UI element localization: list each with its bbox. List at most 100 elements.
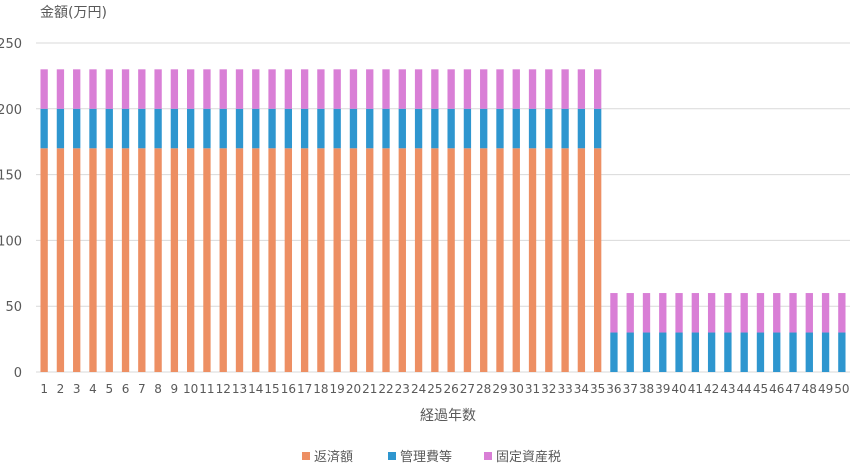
bar-segment [186,148,195,372]
bar-segment [740,332,748,372]
bar-segment [349,148,358,372]
x-tick-label: 7 [138,382,146,396]
x-tick-label: 46 [769,382,784,396]
bar-segment [821,293,830,333]
x-tick-label: 6 [122,382,130,396]
bar-segment [40,108,48,149]
y-tick-label: 150 [0,169,22,184]
x-tick-label: 10 [183,382,198,396]
bar-segment [333,69,341,109]
bar-segment [170,69,179,109]
bar-segment [121,148,130,372]
bar-segment [366,108,374,149]
bar-segment [447,69,455,109]
bar-segment [349,69,358,109]
y-tick-label: 250 [0,37,22,52]
x-tick-label: 39 [655,382,670,396]
bar-segment [252,108,260,149]
bar-segment [56,69,65,109]
x-tick-label: 16 [281,382,296,396]
bar-segment [512,69,520,109]
bar-segment [610,332,618,372]
bar-segment [382,148,390,372]
x-tick-label: 9 [171,382,179,396]
legend-item: 返済額 [302,449,353,465]
bar-segment [821,332,830,372]
x-tick-label: 37 [623,382,638,396]
bar-segment [593,108,602,149]
x-tick-label: 30 [509,382,524,396]
x-tick-label: 35 [590,382,605,396]
bar-segment [219,108,227,149]
bar-segment [73,108,81,149]
bar-segment [431,148,439,372]
bar-segment [398,69,406,109]
x-tick-label: 14 [248,382,263,396]
x-tick-label: 17 [297,382,312,396]
x-tick-label: 12 [216,382,231,396]
bar-segment [300,69,309,109]
bar-segment [186,69,195,109]
legend-swatch [302,452,310,460]
bar-segment [675,332,683,372]
x-tick-label: 18 [313,382,328,396]
x-tick-label: 2 [57,382,65,396]
bar-segment [121,108,130,149]
x-tick-label: 29 [492,382,507,396]
bar-segment [756,332,765,372]
bar-segment [300,108,309,149]
x-tick-label: 19 [330,382,345,396]
bar-segment [121,69,130,109]
bar-segment [170,108,179,149]
bar-segment [724,293,732,333]
bar-segment [268,148,276,372]
bar-segment [333,148,341,372]
bar-segment [528,108,537,149]
bar-segment [789,293,797,333]
x-tick-label: 26 [443,382,458,396]
x-tick-label: 41 [688,382,703,396]
bar-segment [138,108,146,149]
y-tick-label: 50 [5,300,22,315]
bar-segment [561,108,569,149]
bar-segment [545,108,553,149]
x-tick-label: 42 [704,382,719,396]
bar-segment [252,69,260,109]
bar-segment [105,148,113,372]
bar-segment [203,69,211,109]
bar-segment [317,69,325,109]
bar-segment [349,108,358,149]
bar-segment [252,148,260,372]
bar-segment [138,69,146,109]
bar-segment [480,148,488,372]
x-tick-label: 36 [606,382,621,396]
bar-segment [626,293,634,333]
bar-segment [40,69,48,109]
y-tick-label: 0 [14,366,22,381]
bar-segment [138,148,146,372]
bar-segment [317,108,325,149]
bar-segment [89,69,97,109]
bar-segment [496,69,504,109]
bar-segment [73,69,81,109]
x-axis-ticks: 1 2 3 4 5 6 7 8 9 10 11 12 13 14 15 16 17 18 19 20 21 22 23 24 2… [40,382,849,396]
bar-segment [773,293,781,333]
bar-segment [561,148,569,372]
legend: 返済額 管理費等 固定資産税 [302,449,561,465]
bar-segment [740,293,748,333]
x-tick-label: 31 [525,382,540,396]
legend-item: 固定資産税 [484,449,561,465]
bar-segment [186,108,195,149]
legend-swatch [484,452,492,460]
bar-segment [398,148,406,372]
x-tick-label: 22 [378,382,393,396]
bar-segment [756,293,765,333]
bar-segment [480,108,488,149]
x-tick-label: 5 [105,382,113,396]
bar-segment [105,108,113,149]
x-tick-label: 34 [574,382,589,396]
bar-segment [219,69,227,109]
bar-segment [284,69,293,109]
bar-segment [496,148,504,372]
